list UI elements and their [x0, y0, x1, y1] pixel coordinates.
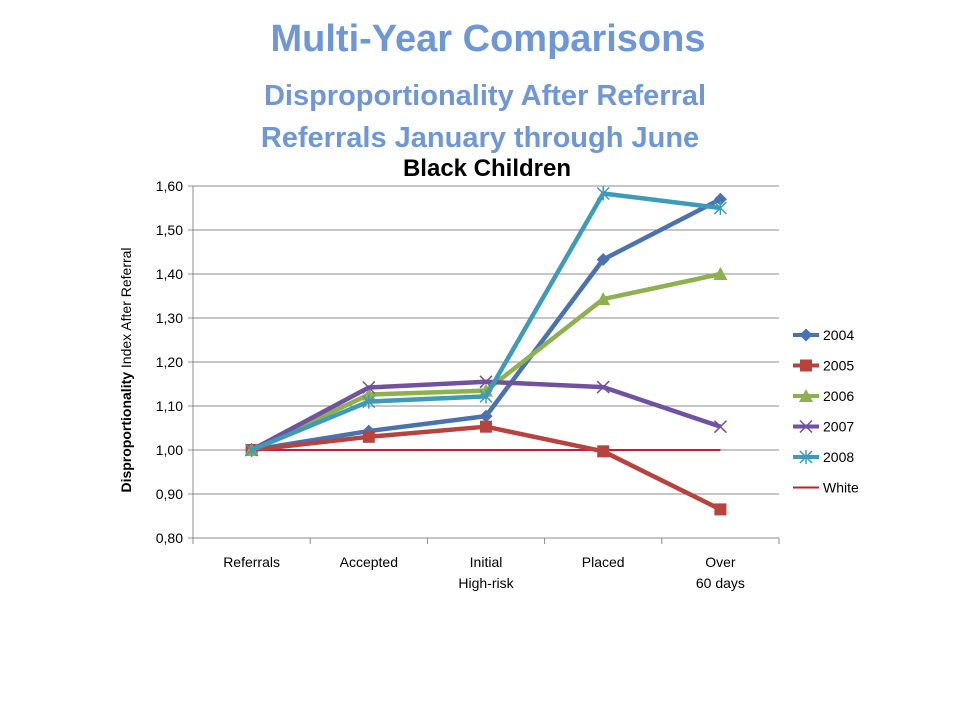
data-point: [479, 409, 493, 423]
legend-item-2006: 2006: [793, 388, 854, 404]
legend-item-white: White: [793, 480, 859, 496]
data-point-stroke: [596, 380, 610, 394]
legend-item-2005: 2005: [793, 358, 854, 374]
series-layer: [244, 186, 728, 516]
data-point: [479, 389, 493, 404]
data-point-stroke: [479, 375, 493, 389]
legend-label: 2004: [823, 327, 854, 343]
series-2007: [245, 375, 727, 457]
x-tick-label: Referrals: [223, 554, 280, 570]
data-point: [799, 419, 813, 434]
y-tick-label: 1,50: [156, 222, 183, 238]
x-tick-label: Accepted: [340, 554, 398, 570]
y-tick-label: 1,30: [156, 310, 183, 326]
slide-subtitle-period: Referrals January through June: [260, 122, 700, 154]
data-point: [713, 201, 727, 215]
data-point: [362, 380, 376, 395]
data-point: [713, 420, 727, 434]
data-point: [480, 420, 492, 433]
legend-label: 2007: [823, 419, 854, 435]
y-tick-label: 0,90: [156, 486, 183, 502]
legend-item-2004: 2004: [793, 327, 854, 343]
data-point: [362, 394, 376, 409]
legend-label: 2006: [823, 388, 854, 404]
data-point: [799, 389, 813, 402]
x-axis-ticks: Referrals Accepted Initial High-risk Placed O…: [223, 554, 745, 591]
legend: 2004 2005 2006 2007 2008 White: [793, 327, 859, 496]
y-axis-label-rest: Index After Referral: [118, 247, 134, 372]
series-2008: [245, 186, 727, 457]
series-2005: [245, 420, 727, 516]
data-point: [245, 443, 259, 457]
data-point: [596, 292, 611, 306]
data-point-stroke: [713, 420, 727, 434]
y-tick-label: 1,60: [156, 178, 183, 194]
chart-title: Black Children: [403, 155, 571, 182]
legend-item-2007: 2007: [793, 419, 854, 435]
legend-item-2008: 2008: [793, 449, 854, 465]
data-point: [596, 380, 610, 394]
data-point-stroke: [799, 419, 813, 434]
y-axis-ticks: 0,80 0,90 1,00 1,10 1,20 1,30 1,40 1,50 1,60: [156, 178, 183, 546]
y-tick-label: 1,10: [156, 398, 183, 414]
legend-label: 2008: [823, 449, 854, 465]
data-point: [596, 186, 610, 201]
y-axis-label-bold: Disproportionality: [118, 372, 134, 493]
axes: [188, 185, 780, 544]
legend-label: 2005: [823, 358, 854, 374]
data-point-stroke: [362, 380, 376, 395]
x-tick-label: 60 days: [696, 575, 745, 591]
data-point: [597, 445, 610, 458]
x-tick-label: Initial: [470, 554, 503, 570]
slide-title: Multi-Year Comparisons: [270, 18, 706, 60]
legend-label: White: [823, 480, 859, 496]
data-point: [800, 359, 812, 372]
y-tick-label: 0,80: [156, 530, 183, 546]
x-tick-label: Placed: [582, 554, 625, 570]
y-tick-label: 1,40: [156, 266, 183, 282]
slide-subtitle: Disproportionality After Referral: [263, 80, 707, 112]
x-tick-label: Over: [705, 554, 736, 570]
data-point: [799, 450, 813, 464]
data-point: [596, 252, 610, 266]
y-axis-label: Disproportionality Index After Referral: [118, 247, 134, 492]
y-tick-label: 1,20: [156, 354, 183, 370]
data-point: [713, 192, 727, 206]
x-tick-label: High-risk: [458, 575, 514, 591]
y-tick-label: 1,00: [156, 442, 183, 458]
data-point: [713, 267, 728, 280]
data-point: [799, 328, 813, 342]
data-point: [714, 503, 727, 516]
data-point: [362, 430, 375, 443]
